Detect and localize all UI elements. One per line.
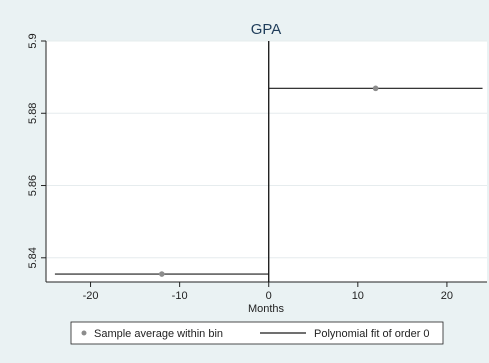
x-tick-label: 10	[352, 290, 364, 302]
plot-area	[46, 41, 487, 282]
y-tick-label: 5.88	[27, 103, 39, 124]
y-tick-label: 5.84	[27, 247, 39, 268]
legend: Sample average within bin Polynomial fit…	[70, 321, 444, 345]
x-tick-label: -20	[83, 290, 99, 302]
bin-points	[159, 85, 379, 277]
chart-title: GPA	[251, 21, 282, 38]
x-ticks: -20 -10 0 10 20	[83, 282, 453, 302]
x-tick-label: -10	[172, 290, 188, 302]
bin-average-point	[372, 85, 379, 92]
legend-box	[70, 321, 444, 345]
y-tick-label: 5.9	[27, 33, 39, 48]
legend-label-fit: Polynomial fit of order 0	[314, 328, 430, 340]
legend-marker-points	[81, 330, 87, 336]
y-tick-label: 5.86	[27, 175, 39, 196]
y-ticks: 5.84 5.86 5.88 5.9	[27, 33, 46, 269]
x-tick-label: 20	[441, 290, 453, 302]
bin-average-point	[159, 271, 165, 277]
x-tick-label: 0	[266, 290, 272, 302]
gridlines	[46, 40, 487, 259]
x-axis-title: Months	[248, 303, 285, 315]
legend-label-points: Sample average within bin	[94, 328, 223, 340]
